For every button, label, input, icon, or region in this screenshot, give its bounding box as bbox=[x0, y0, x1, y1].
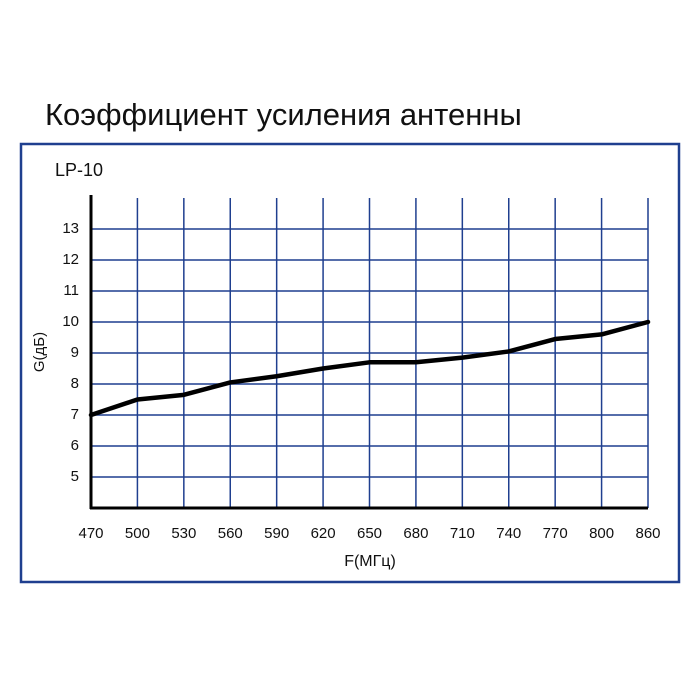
chart-title: Коэффициент усиления антенны bbox=[45, 97, 522, 132]
y-tick-label: 6 bbox=[71, 437, 79, 454]
x-axis-label: F(МГц) bbox=[344, 553, 396, 570]
frame bbox=[19, 142, 681, 584]
x-tick-label: 500 bbox=[125, 525, 150, 542]
x-tick-label: 710 bbox=[450, 525, 475, 542]
y-tick-label: 10 bbox=[62, 313, 79, 330]
y-tick-label: 8 bbox=[71, 375, 79, 392]
x-tick-label: 620 bbox=[311, 525, 336, 542]
y-axis-label: G(дБ) bbox=[31, 332, 48, 372]
y-tick-label: 12 bbox=[62, 251, 79, 268]
x-tick-label: 740 bbox=[496, 525, 521, 542]
y-tick-label: 7 bbox=[71, 406, 79, 423]
x-tick-label: 770 bbox=[543, 525, 568, 542]
y-tick-label: 9 bbox=[71, 344, 79, 361]
x-tick-label: 650 bbox=[357, 525, 382, 542]
x-tick-label: 680 bbox=[403, 525, 428, 542]
x-tick-label: 590 bbox=[264, 525, 289, 542]
x-tick-label: 560 bbox=[218, 525, 243, 542]
x-tick-label: 530 bbox=[171, 525, 196, 542]
x-tick-label: 860 bbox=[635, 525, 660, 542]
data-line bbox=[88, 319, 651, 418]
y-tick-label: 5 bbox=[71, 468, 79, 485]
y-tick-label: 11 bbox=[63, 282, 79, 299]
x-tick-label: 470 bbox=[78, 525, 103, 542]
y-tick-label: 13 bbox=[62, 220, 79, 237]
chart-subtitle: LP-10 bbox=[55, 160, 103, 180]
x-tick-label: 800 bbox=[589, 525, 614, 542]
